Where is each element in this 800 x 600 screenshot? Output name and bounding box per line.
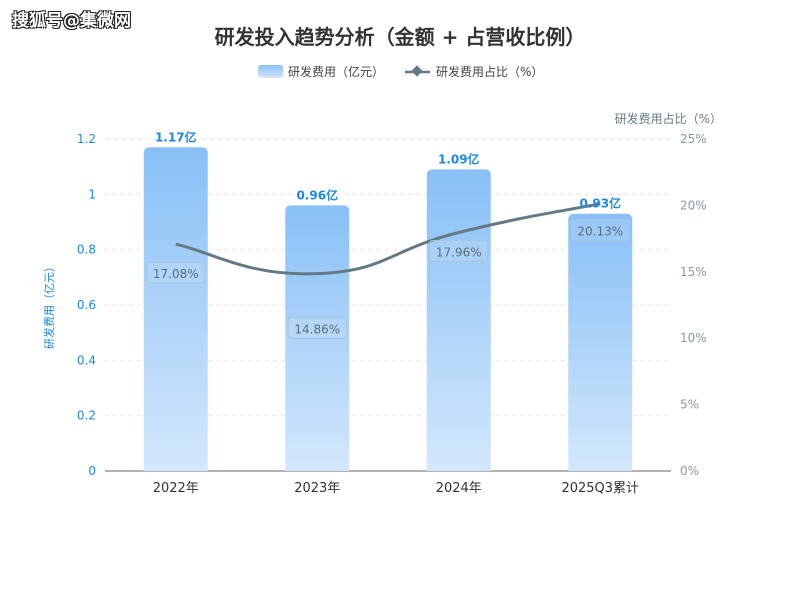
bar-value-label: 1.09亿: [438, 151, 480, 166]
bar-value-label: 1.17亿: [155, 129, 197, 144]
y-axis-label: 研发费用（亿元）: [42, 261, 56, 349]
y-tick-label: 0.6: [77, 298, 96, 312]
y2-tick-label: 15%: [680, 265, 707, 279]
y2-tick-label: 0%: [680, 464, 699, 478]
line-label-box: [570, 219, 630, 242]
legend-line-label: 研发费用占比（%）: [436, 64, 543, 79]
line-value-label: 14.86%: [294, 323, 340, 337]
y2-tick-label: 10%: [680, 331, 707, 345]
watermark: 搜狐号@集微网: [12, 11, 131, 31]
bar: [143, 147, 208, 472]
line-label-box: [429, 239, 489, 262]
line-value-label: 17.08%: [153, 267, 199, 281]
x-tick-label: 2023年: [294, 481, 340, 496]
bar: [426, 169, 491, 471]
x-tick-label: 2024年: [436, 481, 482, 496]
y2-tick-label: 25%: [680, 132, 707, 146]
y-tick-label: 0.4: [77, 353, 96, 367]
x-tick-label: 2025Q3累计: [561, 481, 639, 496]
legend-bar-label: 研发费用（亿元）: [288, 64, 384, 79]
x-tick-label: 2022年: [153, 481, 199, 496]
line-series: [175, 202, 601, 276]
y2-tick-label: 5%: [680, 398, 699, 412]
y-tick-label: 0.2: [77, 409, 96, 423]
legend-bar-swatch: [258, 65, 283, 78]
y2-tick-label: 20%: [680, 198, 707, 212]
y-tick-label: 1.2: [77, 132, 96, 146]
legend: 研发费用（亿元） 研发费用占比（%）: [258, 64, 543, 79]
line-label-box: [287, 317, 347, 340]
bar: [568, 213, 633, 471]
y-tick-label: 0.8: [77, 243, 96, 257]
bar-value-label: 0.96亿: [296, 187, 338, 202]
chart-title: 研发投入趋势分析（金额 + 占营收比例）: [215, 25, 586, 49]
bar-value-label: 0.93亿: [579, 196, 621, 211]
y-tick-label: 1: [88, 187, 96, 201]
line-value-label: 17.96%: [436, 245, 482, 259]
y2-axis-label: 研发费用占比（%）: [615, 111, 722, 126]
line-label-box: [146, 261, 206, 284]
line-value-label: 20.13%: [577, 225, 623, 239]
y-tick-label: 0: [88, 464, 96, 478]
